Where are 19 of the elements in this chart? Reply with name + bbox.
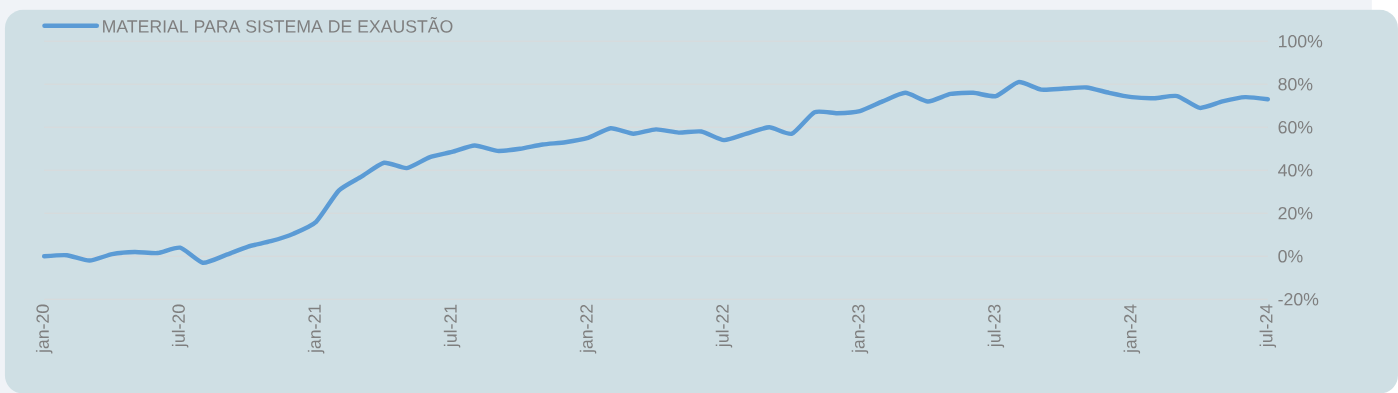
x-tick-label: jan-20 xyxy=(35,304,53,354)
x-tick-label: jul-23 xyxy=(987,304,1005,348)
x-tick-label: jan-24 xyxy=(1123,304,1141,354)
y-tick-label: 60% xyxy=(1278,120,1313,134)
x-tick-label: jan-23 xyxy=(851,304,869,354)
y-tick-label: 20% xyxy=(1278,206,1313,220)
line-series xyxy=(41,79,1271,265)
x-tick-label: jan-22 xyxy=(579,304,597,354)
x-tick-label: jan-21 xyxy=(307,304,325,354)
y-tick-label: 80% xyxy=(1278,77,1313,91)
x-tick-label: jul-24 xyxy=(1259,304,1277,348)
y-tick-label: 0% xyxy=(1278,249,1303,263)
x-tick-label: jul-22 xyxy=(715,304,733,348)
x-tick-label: jul-21 xyxy=(443,304,461,348)
y-tick-label: 40% xyxy=(1278,163,1313,177)
y-tick-label: 100% xyxy=(1279,34,1323,48)
legend-label: MATERIAL PARA SISTEMA DE EXAUSTÃO xyxy=(103,16,453,33)
y-tick-label: -20% xyxy=(1278,292,1319,306)
x-tick-label: jul-20 xyxy=(171,304,189,348)
